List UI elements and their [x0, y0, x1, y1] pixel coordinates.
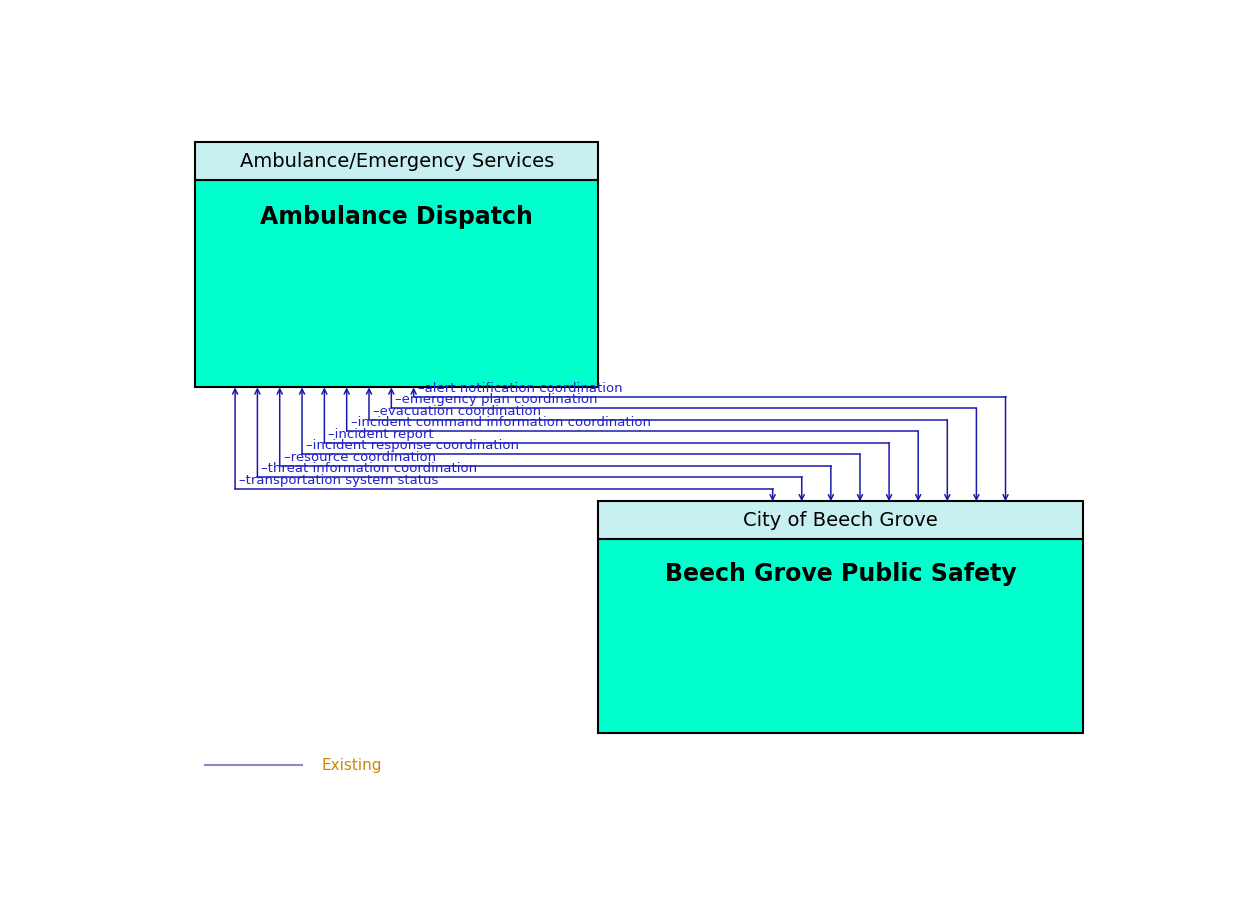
Bar [598, 501, 1083, 539]
Bar [195, 180, 598, 388]
Text: Ambulance/Emergency Services: Ambulance/Emergency Services [239, 152, 553, 170]
Text: –evacuation coordination: –evacuation coordination [373, 405, 541, 417]
Bar [598, 539, 1083, 733]
Text: Ambulance Dispatch: Ambulance Dispatch [260, 205, 533, 230]
Text: Beech Grove Public Safety: Beech Grove Public Safety [665, 562, 1017, 586]
Text: –emergency plan coordination: –emergency plan coordination [396, 393, 597, 406]
Text: –incident command information coordination: –incident command information coordinati… [351, 416, 651, 429]
Text: –incident response coordination: –incident response coordination [305, 439, 518, 452]
Text: Existing: Existing [322, 758, 382, 772]
Bar [195, 142, 598, 180]
Text: –transportation system status: –transportation system status [239, 474, 438, 486]
Text: City of Beech Grove: City of Beech Grove [744, 510, 938, 530]
Text: –incident report: –incident report [328, 428, 434, 440]
Text: –alert notification coordination: –alert notification coordination [417, 381, 622, 395]
Text: –threat information coordination: –threat information coordination [262, 462, 477, 475]
Text: –resource coordination: –resource coordination [284, 450, 436, 464]
